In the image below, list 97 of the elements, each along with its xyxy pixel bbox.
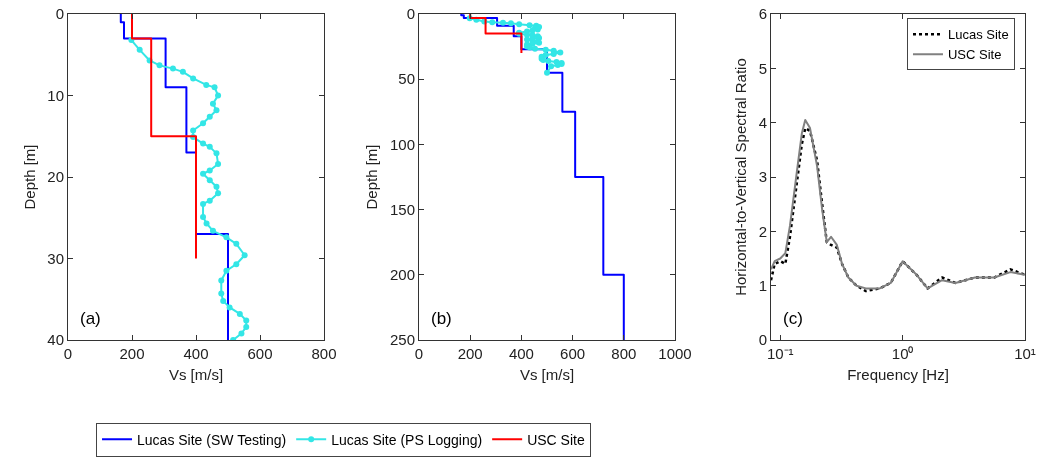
annotation: (b) [431, 309, 452, 328]
point [507, 20, 514, 27]
x-tick-label: 1000 [658, 345, 692, 362]
y-tick-label: 4 [758, 113, 767, 131]
y-tick-label: 150 [389, 200, 415, 218]
x-axis-title: Vs [m/s] [519, 366, 575, 383]
point [544, 69, 550, 76]
x-tick-label: 10⁰ [891, 345, 914, 362]
x-tick-label: 10¹ [1014, 345, 1036, 362]
y-tick-label: 0 [758, 331, 767, 349]
point [179, 68, 186, 75]
point [206, 167, 213, 174]
y-tick-label: 2 [758, 222, 767, 240]
point [542, 46, 549, 53]
point [206, 197, 213, 204]
legend-label: Lucas Site (PS Logging) [331, 431, 483, 448]
point [215, 190, 222, 197]
point [203, 220, 210, 227]
y-tick-label: 5 [758, 59, 767, 77]
y-tick-label: 50 [398, 70, 415, 88]
x-tick-label: 400 [183, 345, 209, 362]
legend-label: Lucas Site [947, 27, 1009, 43]
y-tick-label: 30 [47, 249, 64, 267]
point [200, 170, 207, 177]
y-tick-label: 100 [389, 135, 415, 153]
point [209, 100, 216, 107]
point [215, 92, 222, 99]
y-tick-label: 1 [758, 276, 767, 294]
y-axis-title: Depth [m] [20, 144, 38, 210]
y-tick-label: 10 [47, 86, 64, 104]
y-tick-label: 3 [758, 168, 767, 186]
y-tick-label: 250 [389, 331, 415, 349]
point [243, 317, 250, 324]
point [200, 200, 207, 207]
y-tick-label: 0 [55, 5, 64, 23]
legend-label: USC Site [947, 47, 1002, 63]
x-axis-title: Vs [m/s] [168, 366, 224, 383]
point [206, 143, 213, 150]
point [190, 127, 197, 134]
point [223, 234, 230, 241]
point [218, 277, 225, 284]
x-tick-label: 600 [247, 345, 273, 362]
point [136, 46, 143, 53]
point [200, 140, 207, 147]
point [233, 240, 240, 247]
point [200, 120, 207, 127]
point [200, 213, 207, 220]
annotation: (c) [783, 309, 803, 328]
point [213, 107, 220, 114]
point [238, 330, 245, 337]
point [241, 252, 248, 259]
x-tick-label: 400 [508, 345, 534, 362]
point [236, 310, 243, 317]
point [223, 267, 230, 274]
y-tick-label: 40 [47, 331, 64, 349]
point [169, 65, 176, 72]
point [156, 62, 163, 69]
point [545, 57, 552, 64]
point [206, 113, 213, 120]
x-tick-label: 800 [311, 345, 337, 362]
y-tick-label: 20 [47, 168, 64, 186]
x-tick-label: 200 [457, 345, 483, 362]
x-tick-label: 10⁻¹ [766, 345, 794, 362]
annotation: (a) [80, 309, 101, 328]
x-axis-title: Frequency [Hz] [847, 366, 949, 383]
x-tick-label: 200 [119, 345, 145, 362]
point [213, 183, 220, 190]
point [209, 227, 216, 234]
point [557, 49, 564, 56]
point [233, 261, 240, 268]
point [516, 21, 523, 28]
point [220, 297, 227, 304]
point [211, 84, 218, 91]
point [213, 150, 220, 157]
point [203, 81, 210, 88]
y-tick-label: 0 [406, 5, 415, 23]
point [550, 51, 557, 58]
point [206, 177, 213, 184]
line-series [460, 14, 625, 340]
y-axis-title: Horizontal-to-Vertical Spectral Ratio [731, 58, 749, 296]
point [531, 45, 538, 52]
point [548, 63, 555, 70]
y-tick-label: 200 [389, 266, 415, 284]
point [215, 160, 222, 167]
point [499, 19, 506, 26]
y-axis-title: Depth [m] [363, 144, 381, 210]
point [226, 304, 233, 311]
point [218, 290, 225, 297]
legend-label: USC Site [527, 431, 585, 448]
point [243, 323, 250, 330]
x-tick-label: 800 [611, 345, 637, 362]
point [526, 22, 533, 29]
point [489, 19, 496, 26]
legend-label: Lucas Site (SW Testing) [137, 431, 287, 448]
x-tick-label: 600 [560, 345, 586, 362]
y-tick-label: 6 [758, 5, 767, 23]
point [190, 75, 197, 82]
